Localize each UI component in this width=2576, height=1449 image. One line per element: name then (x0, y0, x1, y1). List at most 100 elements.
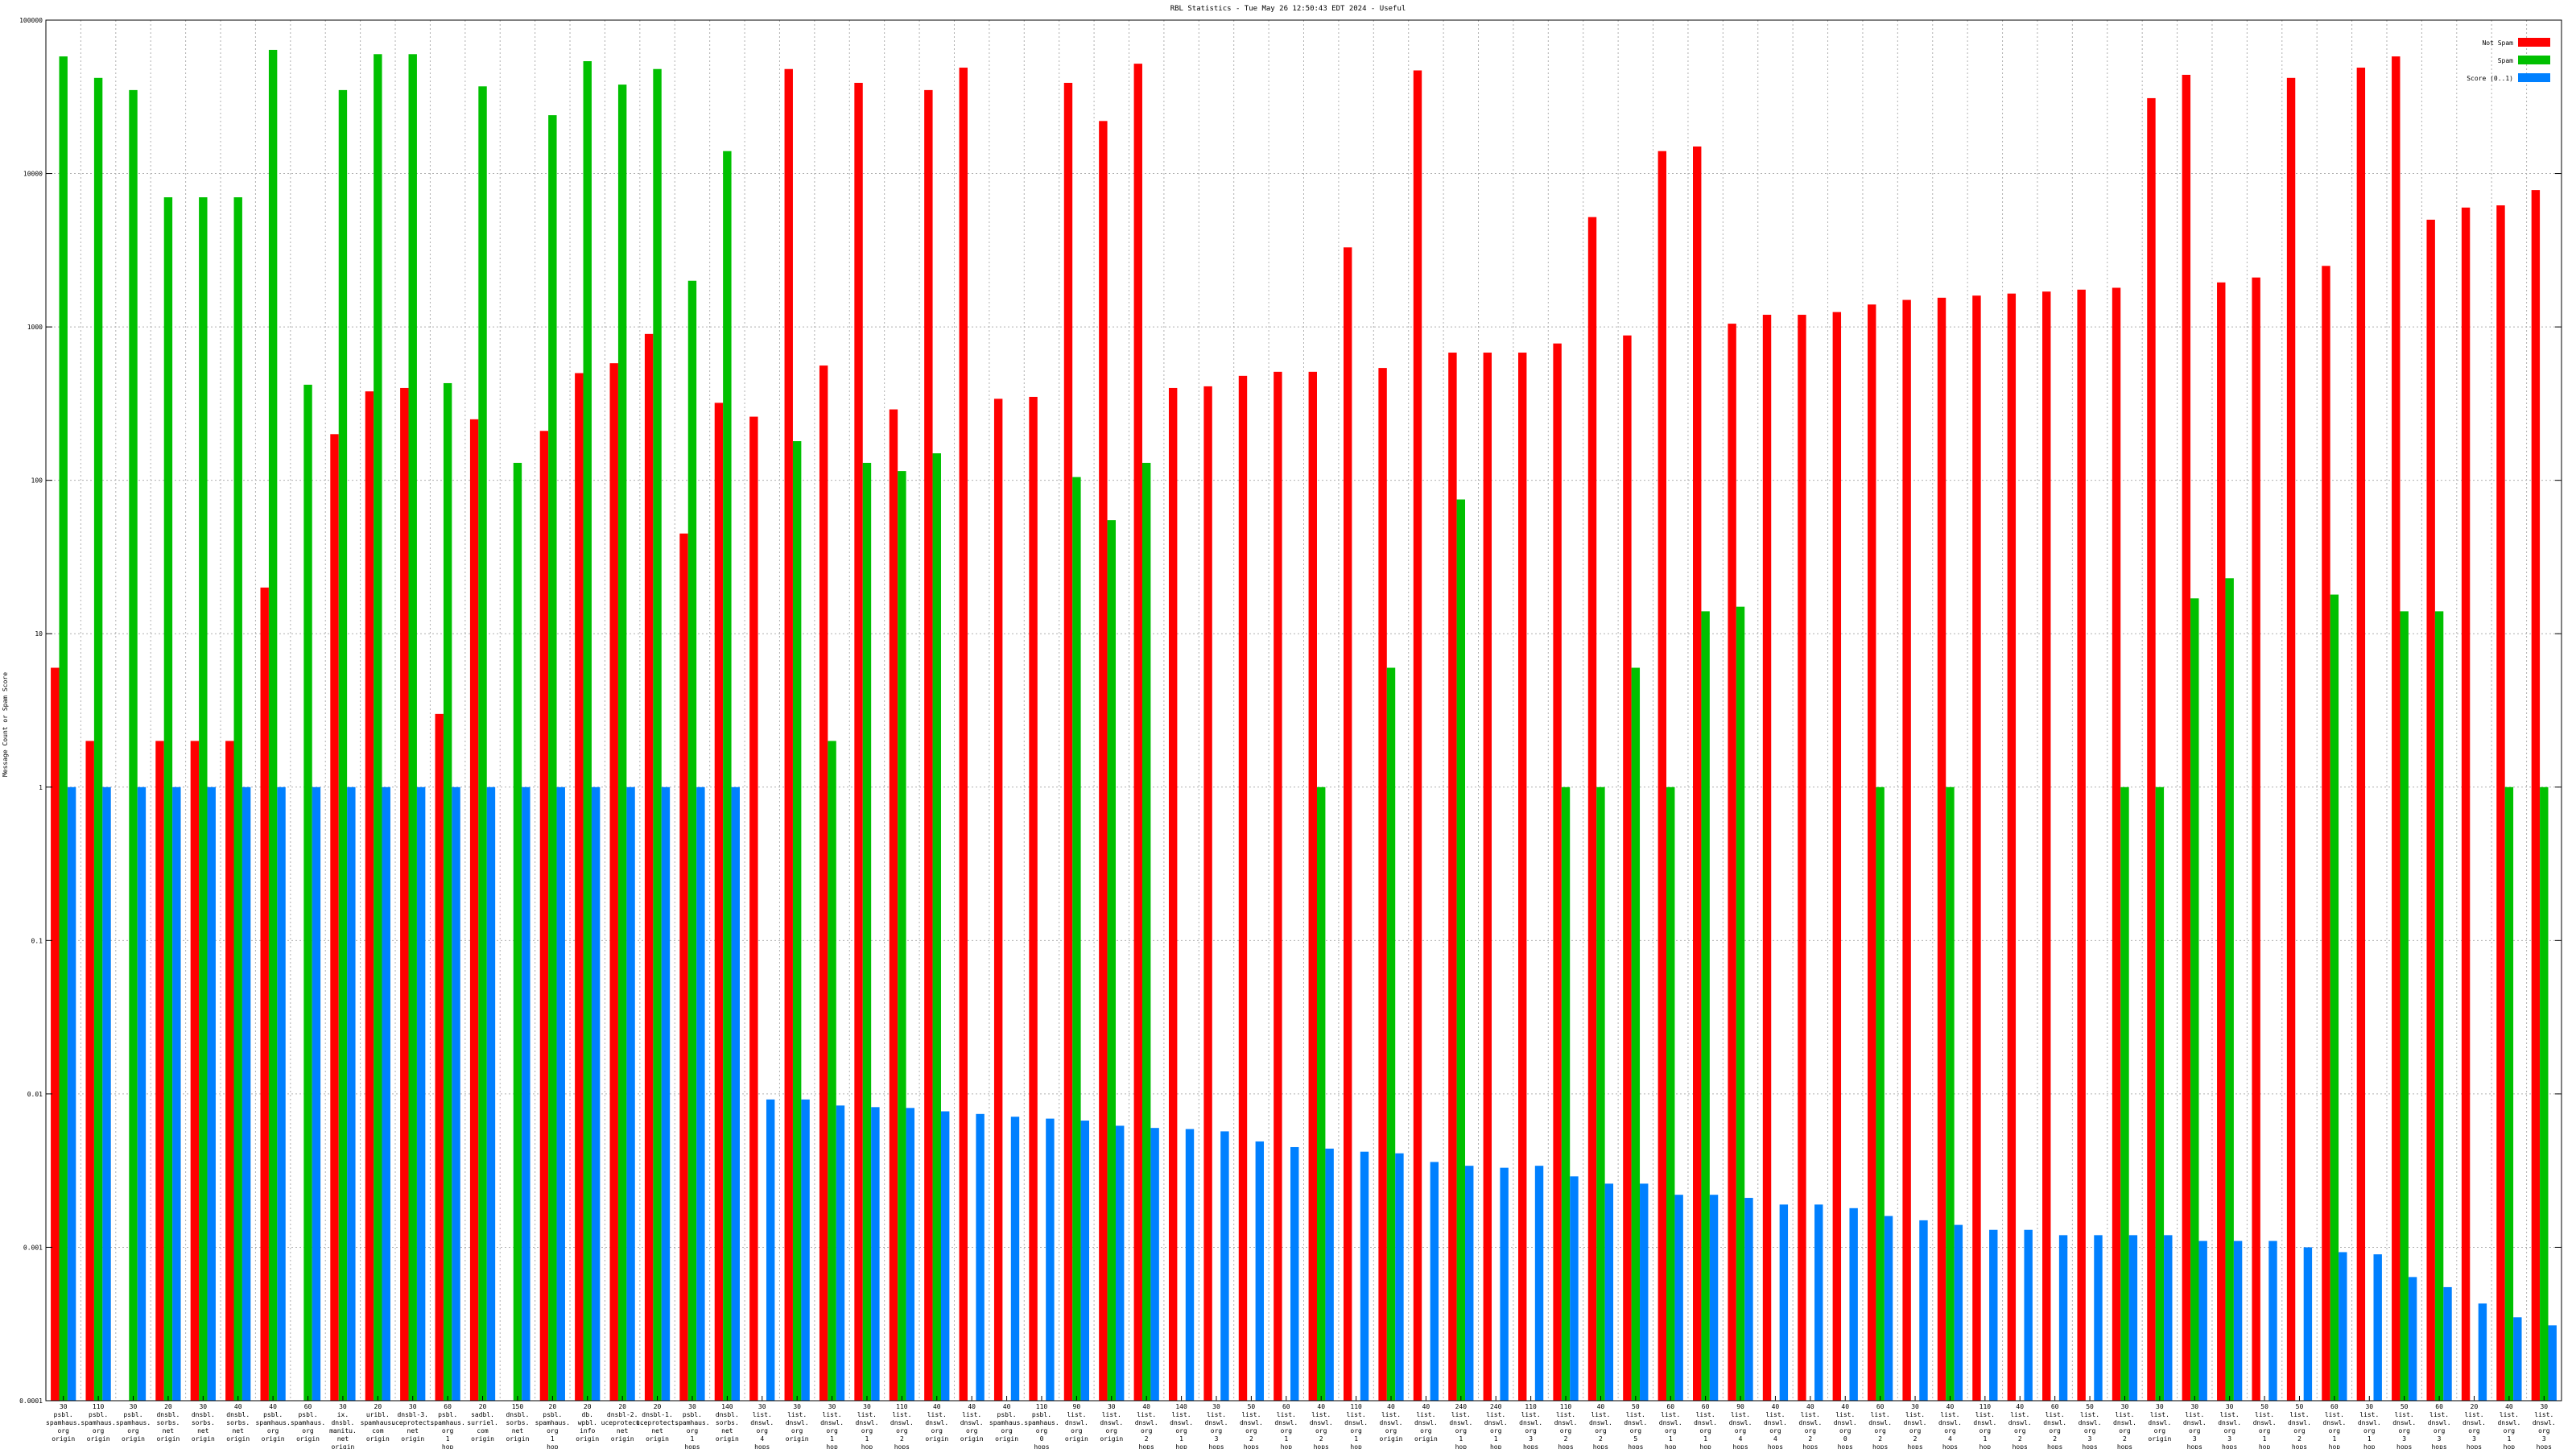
bar-not-spam (1133, 64, 1142, 1401)
x-category-label: 40 dnsbl. sorbs. net origin (226, 1403, 250, 1443)
y-tick-label: 10000 (23, 171, 43, 178)
legend-label: Spam (2498, 57, 2513, 64)
bar-spam (1141, 462, 1151, 1401)
bar-score (556, 786, 565, 1401)
x-category-label: 20 dnsbl. sorbs. net origin (156, 1403, 180, 1443)
bar-score (102, 786, 111, 1401)
x-category-label: 110 psbl. spamhaus. org origin (80, 1403, 115, 1443)
bar-spam (1107, 520, 1116, 1401)
bar-score (1744, 1198, 1753, 1401)
bar-not-spam (1413, 70, 1422, 1402)
bar-score (137, 786, 147, 1401)
bar-not-spam (2112, 287, 2121, 1401)
x-category-label: 30 list. dnswl. org 2 hops (1904, 1403, 1927, 1449)
bar-score (766, 1099, 775, 1401)
bar-score (661, 786, 671, 1401)
bar-spam (163, 197, 173, 1401)
x-category-label: 40 list. dnswl. org 2 hops (1589, 1403, 1612, 1449)
x-category-label: 60 psbl. spamhaus. org 1 hop (430, 1403, 464, 1449)
bar-spam (443, 382, 452, 1402)
x-category-label: 40 list. dnswl. org 2 hops (1310, 1403, 1333, 1449)
bar-not-spam (2286, 77, 2296, 1401)
bar-not-spam (819, 365, 828, 1402)
bar-score (67, 786, 76, 1401)
bar-not-spam (1587, 217, 1597, 1401)
bars (51, 49, 2557, 1402)
x-category-label: 40 list. dnswl. org 2 hops (1798, 1403, 1822, 1449)
bar-score (1640, 1183, 1649, 1401)
bar-not-spam (2252, 277, 2260, 1401)
bar-not-spam (1029, 396, 1038, 1402)
bar-score (1255, 1141, 1265, 1401)
x-category-label: 50 list. dnswl. org 3 hops (2392, 1403, 2416, 1449)
y-tick-label: 0.1 (31, 937, 43, 944)
x-category-label: 20 list. dnswl. org 3 hops (2462, 1403, 2486, 1449)
x-category-label: 40 list. dnswl. org origin (1414, 1403, 1438, 1443)
bar-not-spam (1972, 295, 1981, 1402)
bar-not-spam (749, 416, 758, 1401)
bar-spam (2120, 786, 2129, 1401)
bar-not-spam (1063, 82, 1073, 1401)
bar-spam (1876, 786, 1885, 1401)
legend-swatch (2518, 38, 2550, 47)
bar-not-spam (2531, 190, 2541, 1401)
bar-spam (1316, 786, 1326, 1401)
bar-spam (2225, 578, 2234, 1401)
bar-not-spam (2392, 56, 2401, 1402)
bar-score (1325, 1148, 1334, 1401)
bar-not-spam (1343, 247, 1352, 1401)
bar-spam (723, 151, 732, 1401)
x-category-label: 50 list. dnswl. org 5 hops (1624, 1403, 1647, 1449)
x-category-label: 30 list. dnswl. org 3 hops (2218, 1403, 2241, 1449)
bar-not-spam (365, 391, 374, 1401)
bar-not-spam (2496, 205, 2505, 1402)
bar-spam (583, 60, 592, 1401)
x-category-label: 40 list. dnswl. org 2 hops (1135, 1403, 1158, 1449)
bar-score (486, 786, 496, 1401)
bar-spam (1666, 786, 1675, 1401)
bar-spam (1736, 606, 1745, 1401)
bar-not-spam (2182, 74, 2191, 1402)
bar-score (1779, 1204, 1789, 1401)
bar-not-spam (435, 713, 444, 1401)
bar-score (1954, 1224, 1963, 1401)
bar-spam (513, 462, 522, 1401)
y-axis-ticks: 0.0001 0.001 0.01 0.1 1 10 100 1000 10000 100000 (19, 17, 2562, 1405)
x-category-label: 20 db. wpbl. info origin (576, 1403, 599, 1443)
bar-not-spam (2042, 291, 2051, 1402)
bar-score (1849, 1208, 1858, 1401)
y-tick-label: 100 (31, 477, 43, 485)
bar-spam (1072, 477, 1081, 1401)
x-category-label: 40 list. dnswl. org origin (960, 1403, 984, 1443)
x-category-label: 40 list. dnswl. org 0 hops (1834, 1403, 1857, 1449)
x-category-label: 30 list. dnswl. org 1 hop (820, 1403, 844, 1449)
bar-score (1430, 1162, 1439, 1401)
bar-score (836, 1105, 845, 1401)
bar-score (1674, 1195, 1683, 1401)
x-category-label: 110 list. dnswl. org 2 hops (890, 1403, 914, 1449)
x-category-label: 110 list. dnswl. org 2 hops (1554, 1403, 1578, 1449)
bar-not-spam (1378, 368, 1387, 1401)
x-category-label: 40 psbl. spamhaus. org origin (989, 1403, 1024, 1443)
x-category-label: 240 list. dnswl. org 1 hop (1484, 1403, 1508, 1449)
bar-score (2024, 1229, 2033, 1401)
bar-spam (1596, 786, 1605, 1401)
bar-not-spam (1657, 151, 1667, 1401)
x-category-label: 50 list. dnswl. org 1 hop (2253, 1403, 2277, 1449)
bar-score (277, 786, 286, 1401)
y-tick-label: 1 (39, 784, 43, 791)
bar-not-spam (1762, 315, 1772, 1401)
bar-not-spam (1168, 387, 1178, 1401)
bar-score (2478, 1303, 2487, 1401)
bar-score (1534, 1166, 1544, 1401)
bar-spam (1631, 667, 1641, 1401)
bar-spam (862, 462, 872, 1401)
x-category-label: 30 list. dnswl. org 3 hops (2183, 1403, 2207, 1449)
x-category-label: 30 list. dnswl. org 1 hop (856, 1403, 879, 1449)
x-category-label: 20 psbl. spamhaus. org 1 hop (535, 1403, 570, 1449)
bar-not-spam (2077, 289, 2086, 1402)
x-category-label: 30 dnsbl-3. uceprotect. net origin (391, 1403, 434, 1443)
bar-not-spam (644, 333, 654, 1401)
x-category-label: 20 dnsbl-2. uceprotect. net origin (601, 1403, 644, 1443)
